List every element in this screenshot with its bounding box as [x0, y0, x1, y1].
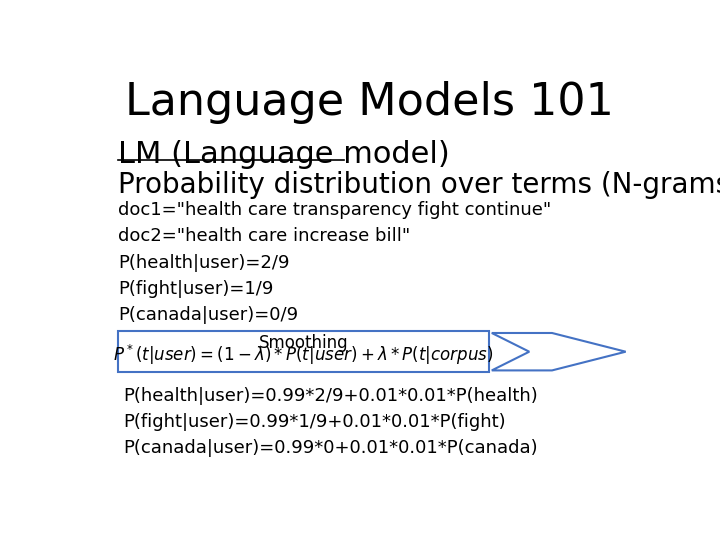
- Text: $P^*(t|user) = (1 - \lambda) * P(t|user) + \lambda*P(t|corpus)$: $P^*(t|user) = (1 - \lambda) * P(t|user)…: [113, 343, 494, 367]
- Text: Smoothing: Smoothing: [258, 334, 348, 352]
- Text: P(fight|user)=1/9: P(fight|user)=1/9: [118, 280, 274, 298]
- Text: Language Models 101: Language Models 101: [125, 82, 613, 124]
- Bar: [118, 331, 489, 373]
- Text: LM (Language model): LM (Language model): [118, 140, 450, 168]
- Text: P(canada|user)=0.99*0+0.01*0.01*P(canada): P(canada|user)=0.99*0+0.01*0.01*P(canada…: [124, 440, 538, 457]
- Polygon shape: [492, 333, 626, 370]
- Text: doc2="health care increase bill": doc2="health care increase bill": [118, 227, 410, 245]
- Text: P(health|user)=2/9: P(health|user)=2/9: [118, 254, 289, 272]
- Text: P(health|user)=0.99*2/9+0.01*0.01*P(health): P(health|user)=0.99*2/9+0.01*0.01*P(heal…: [124, 387, 539, 405]
- Text: doc1="health care transparency fight continue": doc1="health care transparency fight con…: [118, 201, 551, 219]
- Text: Probability distribution over terms (N-grams): Probability distribution over terms (N-g…: [118, 171, 720, 199]
- Text: P(fight|user)=0.99*1/9+0.01*0.01*P(fight): P(fight|user)=0.99*1/9+0.01*0.01*P(fight…: [124, 413, 506, 431]
- Text: P(canada|user)=0/9: P(canada|user)=0/9: [118, 306, 298, 324]
